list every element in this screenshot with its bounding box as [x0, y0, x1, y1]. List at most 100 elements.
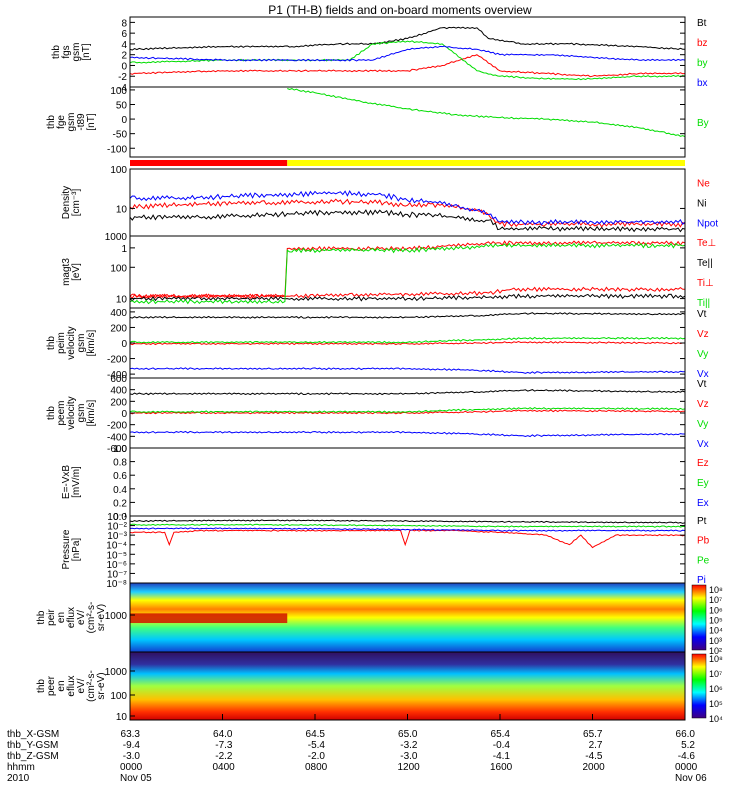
- y-axis-label: sr-eV): [96, 672, 107, 699]
- panel-frame: [129, 447, 686, 517]
- y-tick-label: 0: [121, 339, 127, 350]
- spectrogram-band: [130, 613, 288, 624]
- colorbar-tick-label: 10²: [709, 646, 722, 656]
- ephemeris-label: 2010: [7, 773, 30, 784]
- flag-segment-2: [287, 160, 685, 166]
- legend-Vx: Vx: [697, 439, 709, 450]
- ephemeris-value: 66.0: [676, 729, 696, 740]
- ephemeris-value: -0.4: [493, 740, 511, 751]
- y-tick-label: 0.4: [113, 485, 127, 496]
- series-line-Pi: [130, 527, 685, 532]
- colorbar-tick-label: 10⁶: [709, 605, 723, 615]
- series-group: [130, 519, 685, 549]
- y-axis-label: velocity: [66, 326, 77, 359]
- legend-Ne: Ne: [697, 179, 710, 190]
- y-tick-label: 100: [110, 263, 127, 274]
- ephemeris-value: 0000: [120, 762, 143, 773]
- panel-frame: [129, 86, 686, 158]
- series-line-Vx: [130, 367, 685, 374]
- legend-Pb: Pb: [697, 536, 710, 547]
- y-axis-label: velocity: [66, 396, 77, 429]
- colorbar-tick-label: 10⁴: [709, 626, 723, 636]
- colorbar-tick-label: 10⁴: [709, 714, 723, 724]
- colorbar-tick-label: 10⁷: [709, 595, 722, 605]
- panel-5: 1000 100 10 magt3 [eV] Te⊥ Te|| Ti⊥ Ti||: [61, 232, 716, 309]
- colorbar-tick-label: 10⁵: [709, 616, 723, 626]
- y-axis-label: thb: [46, 336, 57, 350]
- legend-Ez: Ez: [697, 458, 709, 469]
- y-tick-label: 10⁻⁷: [107, 569, 127, 580]
- y-axis-label: -t89: [76, 113, 87, 131]
- legend-By: By: [697, 118, 709, 129]
- colorbar-tick-label: 10⁸: [709, 585, 723, 595]
- y-tick-label: 0: [121, 61, 127, 72]
- y-tick-label: 10⁻⁵: [106, 550, 127, 561]
- ephemeris-value: -4.5: [585, 751, 603, 762]
- ephemeris-value: 2000: [583, 762, 606, 773]
- colorbar: [691, 653, 707, 719]
- legend-by: by: [697, 58, 708, 69]
- y-tick-label: 50: [116, 101, 128, 112]
- series-line-Npot: [130, 189, 685, 226]
- series-line-Vt: [130, 312, 685, 319]
- y-axis-label: [km/s]: [86, 399, 97, 426]
- y-axis-label: thb: [46, 115, 57, 129]
- y-axis-label: en: [56, 680, 67, 691]
- y-tick-label: 600: [110, 374, 127, 385]
- series-line-Te||: [130, 293, 685, 302]
- ephemeris-value: 5.2: [681, 740, 695, 751]
- y-tick-label: 10⁻⁸: [106, 579, 127, 590]
- series-line-bx: [130, 45, 685, 62]
- y-tick-label: -200: [107, 355, 127, 366]
- ephemeris-value: 0400: [213, 762, 236, 773]
- y-axis-label: thb: [51, 45, 62, 59]
- y-axis-label: [nT]: [86, 113, 97, 130]
- ephemeris-label: thb_X-GSM: [7, 729, 59, 740]
- y-axis-label: E=-VxB: [61, 465, 72, 500]
- flag-segment-1: [130, 160, 288, 166]
- ephemeris-value: -9.4: [123, 740, 141, 751]
- y-tick-label: 10: [116, 712, 128, 723]
- y-tick-label: 10⁻³: [107, 531, 127, 542]
- ephemeris-value: 1200: [398, 762, 421, 773]
- panel-frame: [129, 16, 686, 88]
- panel-8: 1.0 0.8 0.6 0.4 0.2 0.0 E=-VxB [mV/m] Ez Ey Ex: [61, 444, 709, 523]
- series-line-Vy: [130, 407, 685, 414]
- panel-2: 100 50 0 -50 -100 thb fge gsm -t89 [nT] By: [46, 86, 709, 158]
- y-tick-label: -400: [107, 432, 127, 443]
- y-tick-label: 0: [121, 409, 127, 420]
- y-axis-label: [mV/m]: [71, 466, 82, 498]
- legend-Pt: Pt: [697, 516, 707, 527]
- y-tick-label: 200: [110, 323, 127, 334]
- y-tick-label: 1: [121, 244, 127, 255]
- spectrogram: [130, 652, 685, 720]
- legend-Pe: Pe: [697, 555, 710, 566]
- legend-Ey: Ey: [697, 478, 709, 489]
- ephemeris-value: 65.7: [583, 729, 603, 740]
- y-axis-label: eflux: [66, 607, 77, 628]
- y-tick-label: 10⁻¹: [107, 512, 127, 523]
- y-axis-label: peim: [56, 332, 67, 354]
- y-axis-label: eflux: [66, 675, 77, 696]
- series-line-Pe: [130, 523, 685, 528]
- series-group: [130, 26, 685, 81]
- y-tick-label: 100: [110, 691, 127, 702]
- series-group: [130, 389, 685, 438]
- panel-9: 10⁻¹10⁻²10⁻³10⁻⁴10⁻⁵10⁻⁶10⁻⁷10⁻⁸ Pressure…: [61, 512, 710, 590]
- series-group: [130, 240, 685, 305]
- ephemeris-label: hhmm: [7, 762, 35, 773]
- y-axis-label: fge: [56, 115, 67, 129]
- colorbar-tick-label: 10⁷: [709, 669, 722, 679]
- ephemeris-value: 2.7: [589, 740, 603, 751]
- y-tick-label: -200: [107, 421, 127, 432]
- y-axis-label: eV/: [76, 610, 87, 625]
- y-axis-label: (cm²-s-: [86, 602, 97, 634]
- legend-Ni: Ni: [697, 199, 706, 210]
- y-axis-label: peir: [46, 608, 57, 625]
- series-group: [130, 189, 685, 233]
- ephemeris-value: 63.3: [121, 729, 141, 740]
